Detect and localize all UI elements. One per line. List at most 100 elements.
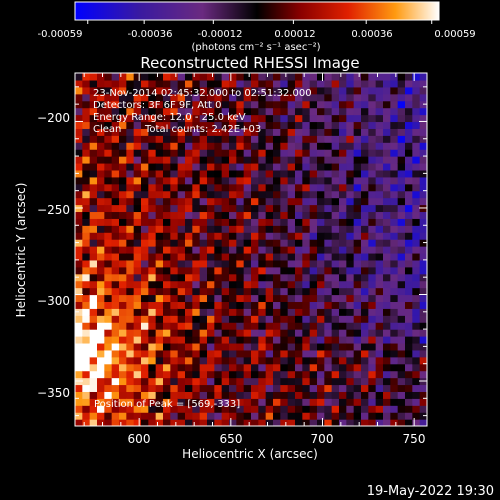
heatmap-cell xyxy=(89,176,98,185)
heatmap-cell xyxy=(309,384,318,392)
heatmap-cell xyxy=(331,405,340,413)
heatmap-cell xyxy=(214,142,223,150)
heatmap-cell xyxy=(368,252,377,261)
heatmap-cell xyxy=(89,259,98,268)
heatmap-cell xyxy=(236,114,245,123)
heatmap-cell xyxy=(163,142,171,150)
heatmap-cell xyxy=(412,356,421,365)
heatmap-cell xyxy=(185,100,193,109)
heatmap-cell xyxy=(126,287,135,296)
heatmap-cell xyxy=(331,107,340,116)
heatmap-cell xyxy=(361,294,369,303)
heatmap-cell xyxy=(258,308,267,316)
heatmap-cell xyxy=(170,322,179,330)
heatmap-cell xyxy=(390,266,399,275)
heatmap-cell xyxy=(419,315,427,323)
heatmap-cell xyxy=(97,225,105,233)
heatmap-cell xyxy=(339,246,347,254)
heatmap-cell xyxy=(251,280,259,289)
heatmap-cell xyxy=(192,176,201,185)
heatmap-cell xyxy=(419,156,427,164)
heatmap-cell xyxy=(119,377,127,386)
heatmap-cell xyxy=(419,190,427,199)
heatmap-cell xyxy=(221,211,230,219)
heatmap-cell xyxy=(155,225,164,233)
heatmap-cell xyxy=(155,176,164,185)
heatmap-cell xyxy=(155,377,164,386)
heatmap-cell xyxy=(221,142,230,150)
heatmap-cell xyxy=(258,114,267,123)
heatmap-cell xyxy=(199,183,208,192)
heatmap-cell xyxy=(375,322,384,330)
heatmap-cell xyxy=(119,114,127,123)
heatmap-cell xyxy=(163,197,171,206)
heatmap-cell xyxy=(104,259,113,268)
heatmap-cell xyxy=(111,405,120,413)
heatmap-cell xyxy=(207,232,215,240)
heatmap-cell xyxy=(236,73,245,81)
heatmap-cell xyxy=(317,169,325,178)
heatmap-cell xyxy=(199,356,208,365)
heatmap-cell xyxy=(163,384,171,392)
heatmap-cell xyxy=(104,79,113,88)
heatmap-cell xyxy=(141,156,149,164)
heatmap-cell xyxy=(214,363,223,372)
heatmap-cell xyxy=(236,121,245,129)
heatmap-cell xyxy=(273,73,281,81)
heatmap-cell xyxy=(243,183,252,192)
heatmap-cell xyxy=(133,315,142,323)
heatmap-cell xyxy=(243,79,252,88)
heatmap-cell xyxy=(339,412,347,420)
heatmap-cell xyxy=(412,384,421,392)
heatmap-cell xyxy=(89,121,98,129)
heatmap-cell xyxy=(229,301,237,309)
heatmap-cell xyxy=(397,114,406,123)
heatmap-cell xyxy=(265,398,274,406)
heatmap-cell xyxy=(75,301,83,309)
heatmap-cell xyxy=(229,156,237,164)
heatmap-cell xyxy=(148,239,157,247)
heatmap-cell xyxy=(287,287,296,296)
heatmap-cell xyxy=(273,398,281,406)
heatmap-cell xyxy=(287,86,296,95)
heatmap-cell xyxy=(258,301,267,309)
heatmap-cell xyxy=(214,176,223,185)
heatmap-cell xyxy=(383,197,391,206)
heatmap-cell xyxy=(236,419,245,426)
heatmap-cell xyxy=(390,322,399,330)
heatmap-cell xyxy=(361,114,369,123)
heatmap-cell xyxy=(287,398,296,406)
heatmap-cell xyxy=(221,280,230,289)
heatmap-cell xyxy=(339,79,347,88)
heatmap-cell xyxy=(339,121,347,129)
heatmap-cell xyxy=(243,156,252,164)
heatmap-cell xyxy=(309,176,318,185)
heatmap-cell xyxy=(126,211,135,219)
heatmap-cell xyxy=(331,391,340,399)
heatmap-cell xyxy=(317,273,325,282)
heatmap-cell xyxy=(163,211,171,219)
heatmap-cell xyxy=(317,287,325,296)
heatmap-cell xyxy=(353,308,362,316)
heatmap-cell xyxy=(155,149,164,157)
heatmap-cell xyxy=(251,86,259,95)
heatmap-cell xyxy=(133,405,142,413)
heatmap-cell xyxy=(119,183,127,192)
heatmap-cell xyxy=(148,252,157,261)
heatmap-cell xyxy=(309,301,318,309)
heatmap-cell xyxy=(126,315,135,323)
heatmap-cell xyxy=(214,336,223,344)
heatmap-cell xyxy=(383,266,391,275)
heatmap-cell xyxy=(390,114,399,123)
heatmap-cell xyxy=(302,301,311,309)
heatmap-cell xyxy=(214,246,223,254)
heatmap-cell xyxy=(361,412,369,420)
heatmap-cell xyxy=(82,197,91,206)
heatmap-cell xyxy=(346,204,355,213)
heatmap-cell xyxy=(229,370,237,379)
heatmap-cell xyxy=(185,315,193,323)
heatmap-cell xyxy=(155,169,164,178)
heatmap-cell xyxy=(207,162,215,171)
heatmap-cell xyxy=(309,93,318,102)
heatmap-cell xyxy=(251,315,259,323)
